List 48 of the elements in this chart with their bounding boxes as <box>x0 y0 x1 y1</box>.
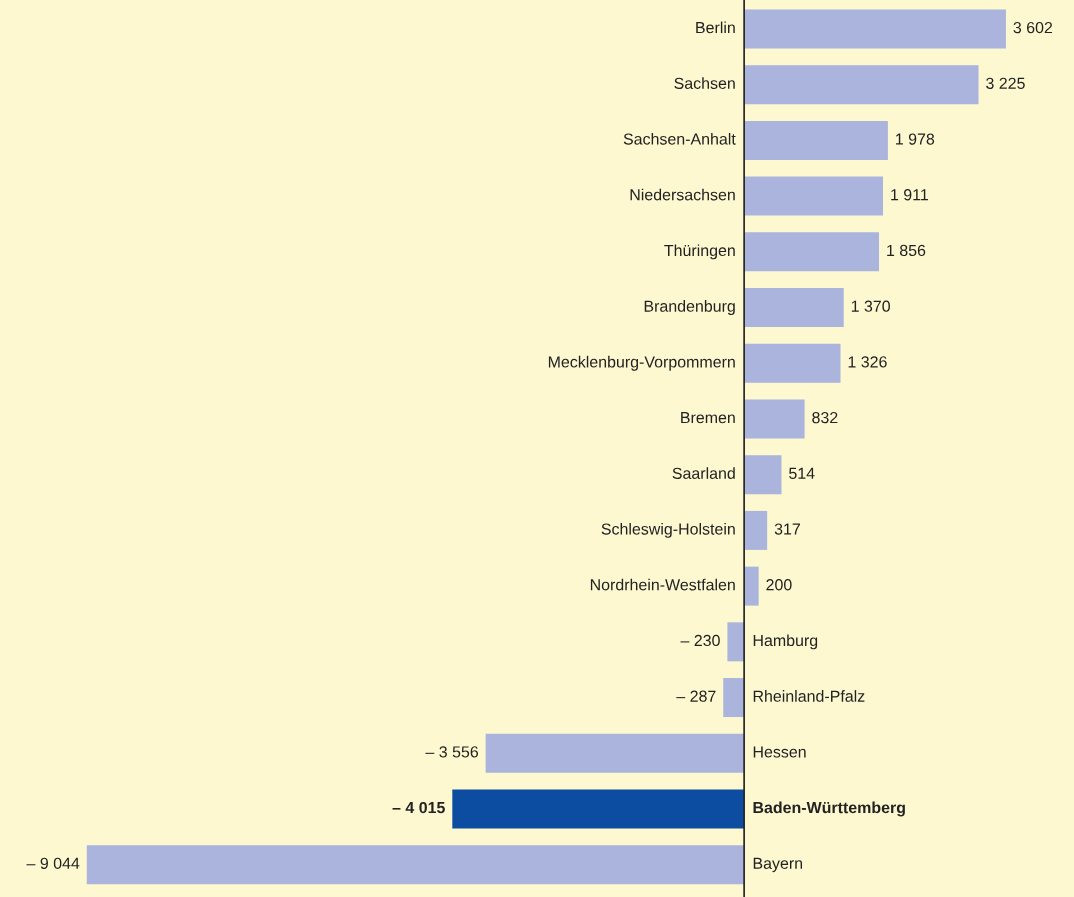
data-label: 1 326 <box>848 356 887 368</box>
y-tick-label: Hessen <box>753 746 806 758</box>
data-label: – 4 015 <box>392 801 445 814</box>
bar <box>744 176 884 216</box>
y-tick-label: Bayern <box>753 857 803 873</box>
bar <box>744 120 888 160</box>
y-tick-label: Nordrhein-Westfalen <box>590 578 735 591</box>
y-tick-label: Bremen <box>681 412 735 424</box>
bar <box>744 65 979 105</box>
data-label: – 9 044 <box>26 857 80 869</box>
data-label: 200 <box>766 579 792 591</box>
bar <box>744 399 805 439</box>
y-tick-label: Hamburg <box>753 634 818 650</box>
data-label: 514 <box>789 467 815 479</box>
bar <box>744 343 841 383</box>
y-tick-label: Saarland <box>672 467 735 479</box>
data-label: 1 370 <box>851 300 890 312</box>
y-tick-label: Niedersachsen <box>630 188 735 201</box>
y-tick-label: Brandenburg <box>644 300 735 315</box>
data-label: 1 978 <box>896 133 935 145</box>
y-tick-label: Mecklenburg-Vorpommern <box>548 355 735 371</box>
y-tick-label: Berlin <box>696 21 735 34</box>
y-tick-label: Sachsen-Anhalt <box>623 132 736 145</box>
data-label: 1 856 <box>887 244 926 257</box>
bar <box>744 455 782 495</box>
y-tick-label: Rheinland-Pfalz <box>753 690 865 702</box>
y-tick-label: Sachsen <box>674 77 735 89</box>
data-label: 832 <box>812 411 838 424</box>
y-tick-label: Thüringen <box>664 244 735 260</box>
data-label: 3 225 <box>986 77 1025 89</box>
data-label: – 3 556 <box>425 746 479 758</box>
bar <box>744 9 1006 49</box>
data-label: – 287 <box>676 690 716 702</box>
data-label: 3 602 <box>1013 21 1053 34</box>
bar <box>86 845 745 885</box>
bar <box>744 232 880 272</box>
data-label: 1 911 <box>891 189 928 201</box>
data-label: 317 <box>774 523 800 535</box>
bar <box>744 510 768 550</box>
bar <box>744 288 844 328</box>
bar <box>744 566 759 606</box>
y-tick-label: Baden-Württemberg <box>753 801 905 817</box>
data-label: – 230 <box>680 634 720 647</box>
bar <box>727 622 745 662</box>
bar <box>485 733 745 773</box>
bar <box>723 678 745 718</box>
bar <box>452 789 745 829</box>
y-tick-label: Schleswig-Holstein <box>601 522 735 538</box>
